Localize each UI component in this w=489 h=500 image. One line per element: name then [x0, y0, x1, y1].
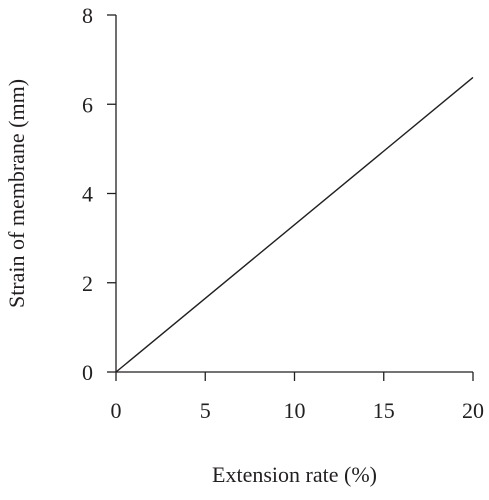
y-tick-label: 6 — [82, 92, 93, 117]
x-tick-label: 20 — [462, 398, 484, 423]
ticks-layer: 0 2 4 6 8 0 5 10 15 20 — [82, 3, 484, 423]
x-tick-label: 15 — [373, 398, 395, 423]
axes — [115, 15, 473, 373]
x-tick-label: 0 — [111, 398, 122, 423]
y-tick-label: 8 — [82, 3, 93, 28]
series-line — [115, 76, 474, 373]
y-tick-label: 0 — [82, 360, 93, 385]
x-axis-title: Extension rate (%) — [212, 462, 377, 487]
x-tick-label: 5 — [200, 398, 211, 423]
y-axis-title: Strain of membrane (mm) — [4, 79, 29, 308]
x-tick-label: 10 — [284, 398, 306, 423]
y-tick-label: 2 — [82, 271, 93, 296]
y-tick-label: 4 — [82, 182, 93, 207]
series-layer — [115, 76, 474, 373]
